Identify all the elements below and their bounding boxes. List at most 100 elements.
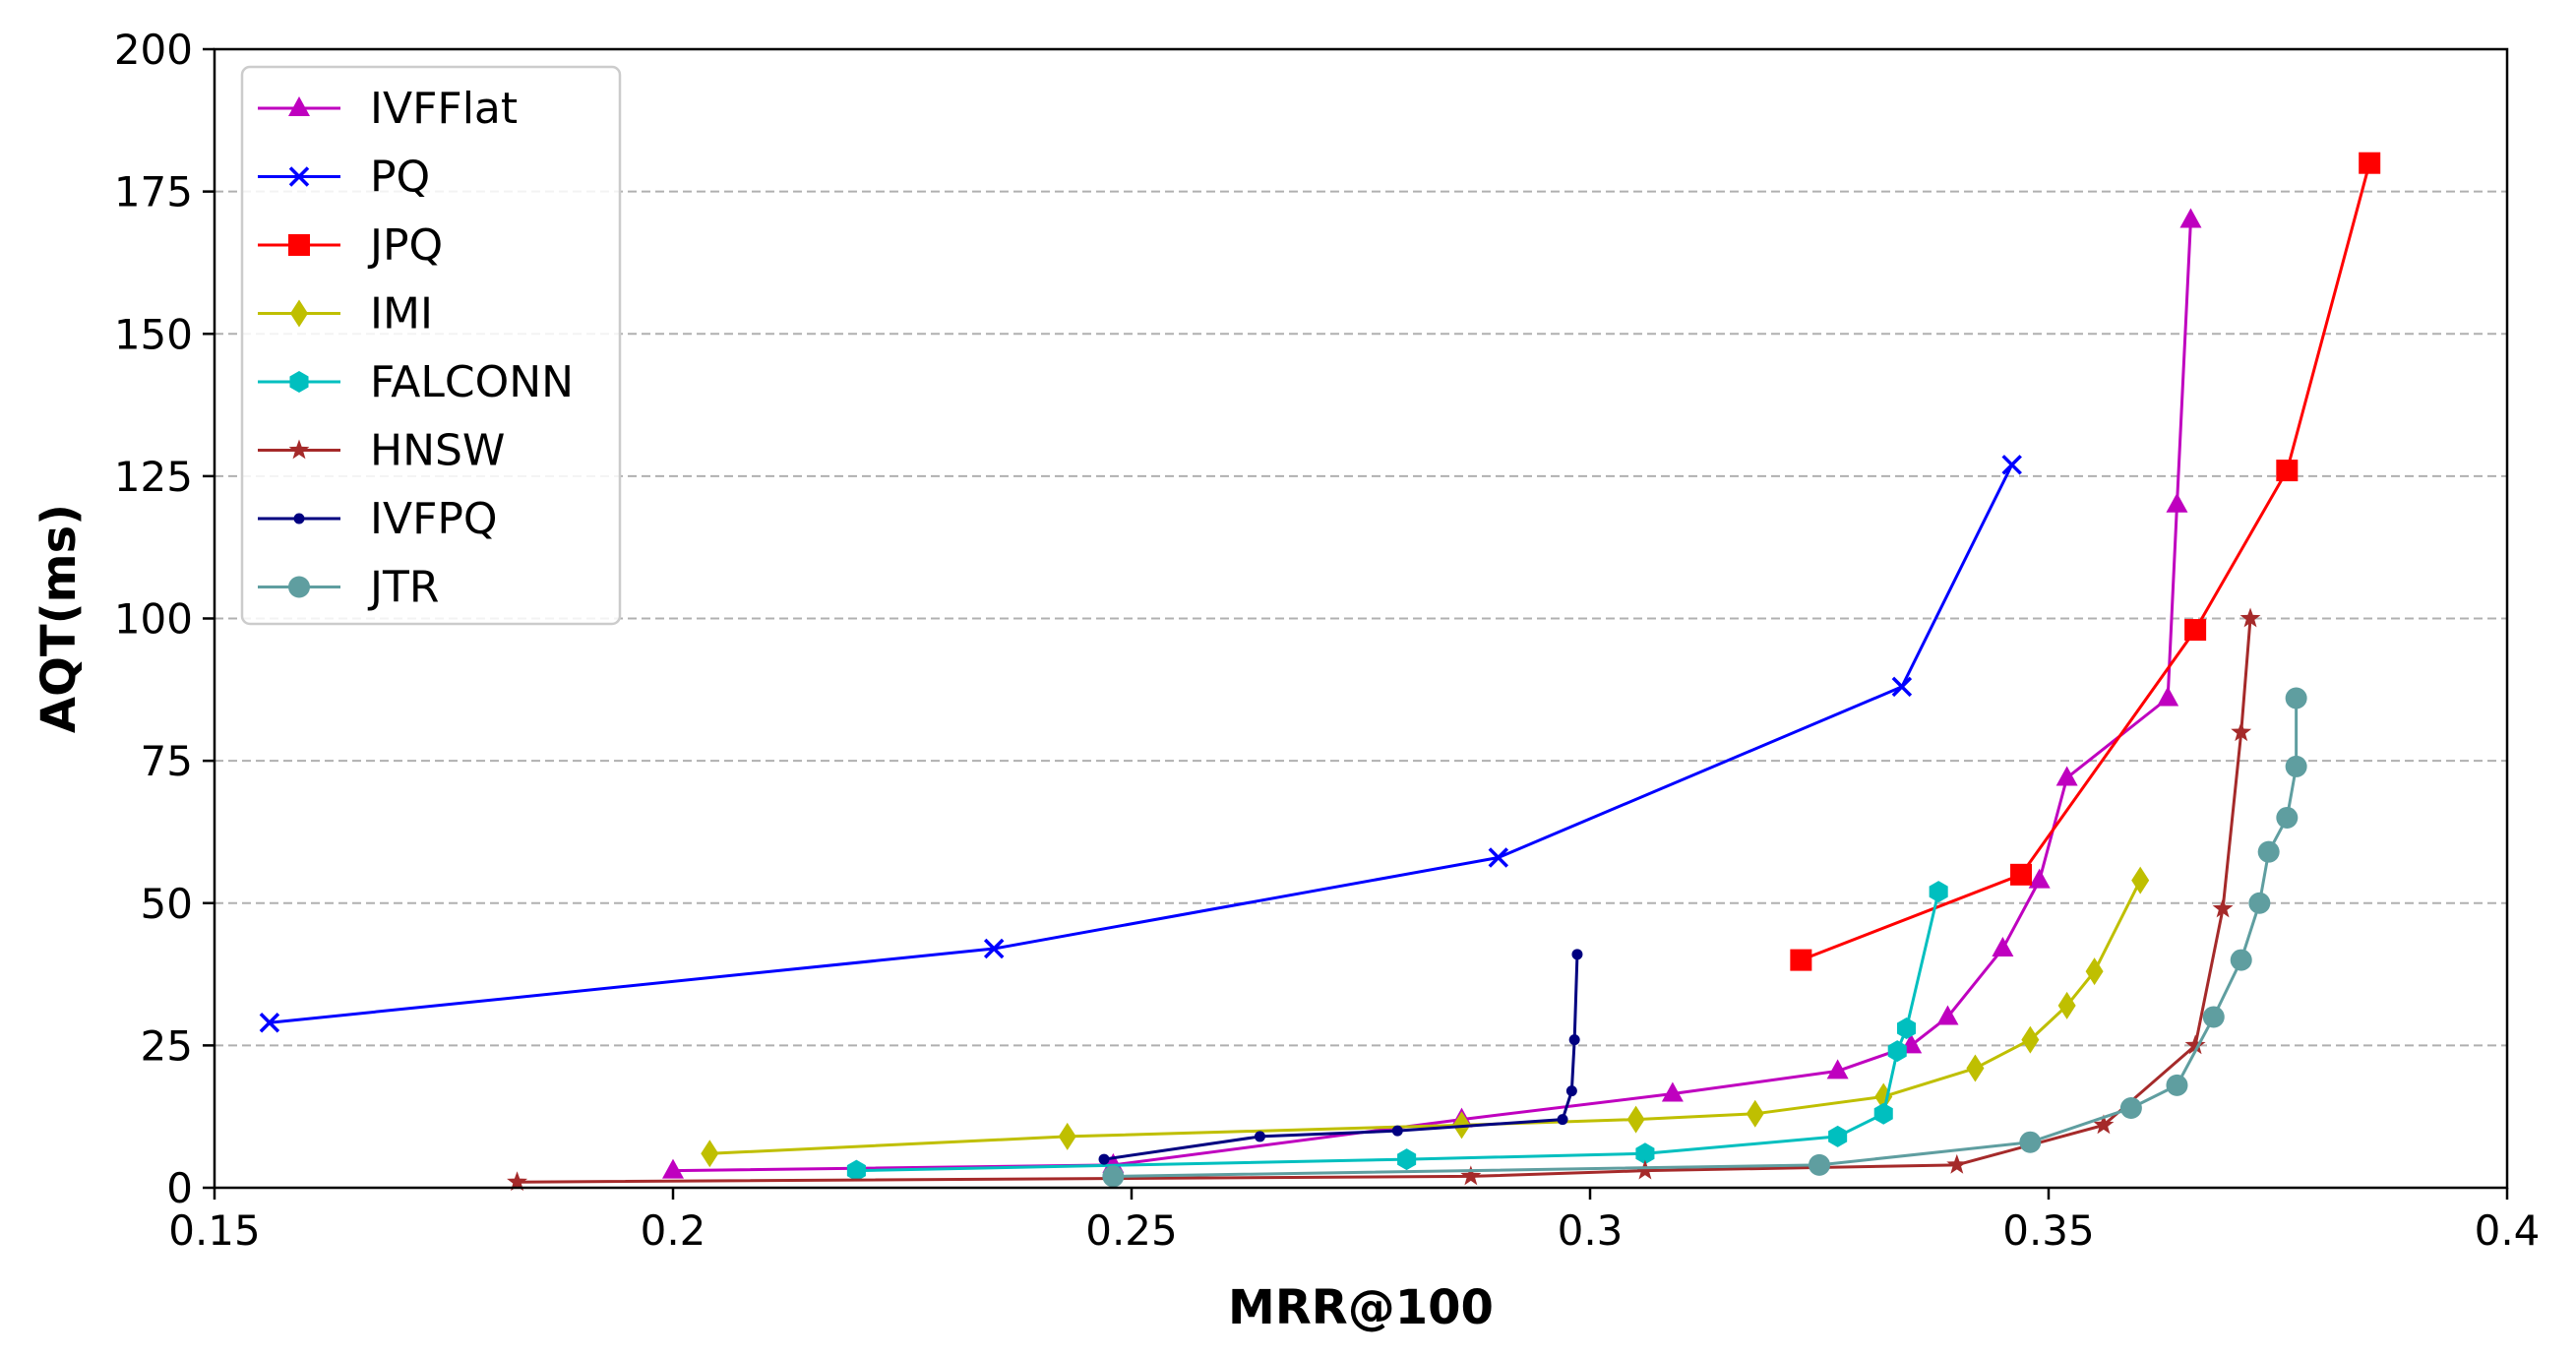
data-point-imi: [2131, 866, 2150, 894]
data-point-jtr: [2230, 949, 2252, 971]
legend-item-jpq: JPQ: [258, 220, 443, 271]
x-axis-label: MRR@100: [1228, 1280, 1494, 1335]
legend-marker: [288, 234, 310, 256]
data-point-jtr: [2285, 687, 2307, 709]
x-tick-label: 0.4: [2475, 1206, 2541, 1255]
data-point-hnsw: [2212, 897, 2234, 918]
legend-marker: [290, 299, 308, 328]
data-point-jtr: [2285, 755, 2307, 777]
legend-label: JPQ: [367, 220, 443, 271]
data-point-jtr: [2276, 806, 2299, 829]
legend-label: IMI: [370, 289, 433, 339]
data-point-hnsw: [2231, 721, 2252, 742]
series-pq: [259, 455, 2022, 1033]
y-tick-label: 125: [114, 453, 193, 501]
x-tick-label: 0.3: [1558, 1206, 1624, 1255]
y-tick-label: 100: [114, 595, 193, 644]
legend-marker: [288, 576, 310, 598]
data-point-hnsw: [1460, 1165, 1482, 1186]
data-point-hnsw: [2239, 607, 2261, 628]
data-point-ivfpq: [1391, 1125, 1403, 1137]
data-point-jtr: [2248, 892, 2271, 914]
data-point-jpq: [2184, 619, 2207, 642]
legend-marker: [288, 96, 310, 116]
legend-item-pq: PQ: [258, 153, 430, 203]
data-point-ivfflat: [2028, 868, 2051, 889]
y-tick-label: 200: [114, 26, 193, 74]
data-point-falconn: [1897, 1018, 1917, 1040]
data-point-hnsw: [1946, 1153, 1968, 1174]
legend-box: [240, 65, 622, 626]
data-point-pq: [259, 1012, 280, 1033]
y-tick-label: 50: [141, 880, 193, 928]
data-point-jpq: [2010, 863, 2033, 886]
x-axis: 0.15 0.2 0.25 0.3 0.35 0.4: [168, 1188, 2540, 1255]
data-point-jtr: [2119, 1097, 2142, 1120]
data-point-hnsw: [507, 1171, 528, 1192]
data-point-hnsw: [2184, 1034, 2206, 1055]
data-point-pq: [2001, 455, 2022, 475]
y-axis: 0 25 50 75 100 125 150 175 200: [114, 26, 215, 1212]
legend-item-ivfflat: IVFFlat: [258, 84, 518, 134]
data-point-ivfflat: [2055, 766, 2078, 786]
x-tick-label: 0.35: [2002, 1206, 2095, 1255]
data-point-falconn: [1887, 1040, 1907, 1063]
data-point-imi: [2021, 1025, 2040, 1054]
data-point-ivfflat: [2179, 208, 2202, 228]
data-point-hnsw: [1634, 1159, 1656, 1180]
data-point-falconn: [1397, 1148, 1417, 1171]
data-point-falconn: [1929, 881, 1948, 903]
data-point-ivfpq: [1571, 949, 1583, 960]
data-point-imi: [1058, 1122, 1076, 1150]
legend-marker: [288, 166, 310, 187]
data-point-jpq: [2359, 152, 2381, 174]
data-point-ivfflat: [1936, 1005, 1959, 1025]
series-ivfpq: [1098, 949, 1583, 1165]
y-tick-label: 75: [141, 737, 193, 785]
data-point-pq: [1891, 676, 1913, 698]
x-tick-label: 0.2: [641, 1206, 706, 1255]
data-point-ivfflat: [1661, 1081, 1684, 1102]
legend-item-ivfpq: IVFPQ: [258, 494, 498, 544]
legend-label: IVFFlat: [370, 84, 518, 134]
data-point-ivfpq: [1254, 1131, 1265, 1142]
x-tick-label: 0.25: [1085, 1206, 1178, 1255]
data-point-imi: [1626, 1105, 1645, 1134]
series-hnsw: [507, 607, 2261, 1192]
data-point-imi: [2085, 957, 2104, 986]
y-tick-label: 150: [114, 310, 193, 358]
data-point-ivfpq: [1557, 1114, 1568, 1126]
x-tick-label: 0.15: [168, 1206, 261, 1255]
data-point-imi: [1966, 1054, 1985, 1082]
plot-series: [259, 152, 2381, 1192]
data-point-jtr: [2166, 1074, 2188, 1096]
data-point-jtr: [2257, 840, 2280, 863]
legend-label: IVFPQ: [370, 494, 498, 544]
legend-item-falconn: FALCONN: [258, 357, 574, 407]
legend-item-jtr: JTR: [258, 563, 439, 613]
series-jtr: [1102, 687, 2307, 1188]
data-point-hnsw: [2093, 1114, 2115, 1135]
legend-marker: [289, 371, 309, 393]
series-jpq: [1790, 152, 2381, 971]
data-point-jpq: [1790, 949, 1812, 971]
data-point-ivfflat: [2166, 492, 2188, 513]
data-point-jtr: [2019, 1131, 2042, 1153]
y-tick-label: 25: [141, 1021, 193, 1070]
data-point-falconn: [1873, 1102, 1893, 1125]
grid-lines: [215, 190, 2507, 1047]
data-point-jpq: [2276, 460, 2299, 482]
data-point-falconn: [1635, 1142, 1655, 1165]
legend-label: PQ: [370, 153, 430, 203]
data-point-imi: [2057, 991, 2076, 1019]
data-point-ivfpq: [1568, 1034, 1580, 1046]
legend-marker: [288, 439, 310, 460]
legend-item-hnsw: HNSW: [258, 426, 505, 476]
y-tick-label: 0: [166, 1164, 193, 1212]
data-point-ivfflat: [1826, 1059, 1849, 1079]
data-point-jtr: [2202, 1006, 2225, 1028]
data-point-ivfflat: [662, 1158, 684, 1179]
data-point-ivfpq: [1565, 1085, 1577, 1097]
data-point-ivfflat: [1992, 937, 2014, 957]
